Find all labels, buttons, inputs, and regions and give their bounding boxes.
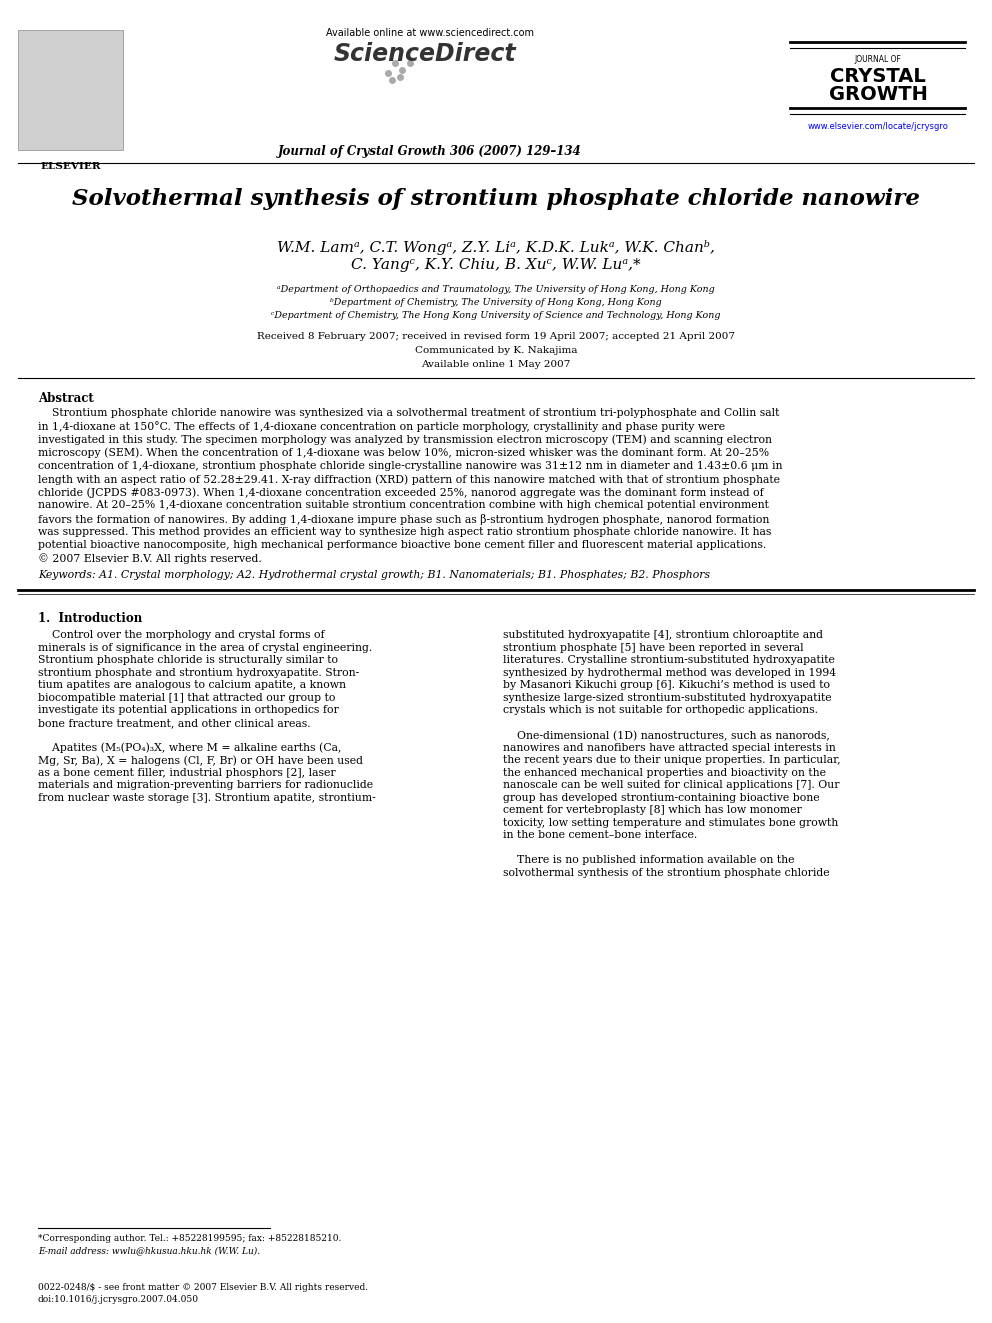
Text: *Corresponding author. Tel.: +85228199595; fax: +85228185210.: *Corresponding author. Tel.: +8522819959… [38,1234,341,1244]
Text: the recent years due to their unique properties. In particular,: the recent years due to their unique pro… [503,755,840,766]
Text: tium apatites are analogous to calcium apatite, a known: tium apatites are analogous to calcium a… [38,680,346,691]
Text: synthesized by hydrothermal method was developed in 1994: synthesized by hydrothermal method was d… [503,668,836,677]
Text: potential bioactive nanocomposite, high mechanical performance bioactive bone ce: potential bioactive nanocomposite, high … [38,540,766,550]
Text: nanoscale can be well suited for clinical applications [7]. Our: nanoscale can be well suited for clinica… [503,781,839,790]
Text: Available online at www.sciencedirect.com: Available online at www.sciencedirect.co… [326,28,534,38]
Text: minerals is of significance in the area of crystal engineering.: minerals is of significance in the area … [38,643,372,652]
Text: length with an aspect ratio of 52.28±29.41. X-ray diffraction (XRD) pattern of t: length with an aspect ratio of 52.28±29.… [38,474,780,484]
Text: cement for vertebroplasty [8] which has low monomer: cement for vertebroplasty [8] which has … [503,806,802,815]
Text: was suppressed. This method provides an efficient way to synthesize high aspect : was suppressed. This method provides an … [38,527,772,537]
Text: CRYSTAL: CRYSTAL [830,67,926,86]
Text: 0022-0248/$ - see front matter © 2007 Elsevier B.V. All rights reserved.: 0022-0248/$ - see front matter © 2007 El… [38,1283,368,1293]
Text: Strontium phosphate chloride nanowire was synthesized via a solvothermal treatme: Strontium phosphate chloride nanowire wa… [38,407,780,418]
Text: favors the formation of nanowires. By adding 1,4-dioxane impure phase such as β-: favors the formation of nanowires. By ad… [38,513,770,525]
Text: nanowires and nanofibers have attracted special interests in: nanowires and nanofibers have attracted … [503,744,835,753]
Text: Mg, Sr, Ba), X = halogens (Cl, F, Br) or OH have been used: Mg, Sr, Ba), X = halogens (Cl, F, Br) or… [38,755,363,766]
Text: synthesize large-sized strontium-substituted hydroxyapatite: synthesize large-sized strontium-substit… [503,693,831,703]
Text: Received 8 February 2007; received in revised form 19 April 2007; accepted 21 Ap: Received 8 February 2007; received in re… [257,332,735,341]
Text: crystals which is not suitable for orthopedic applications.: crystals which is not suitable for ortho… [503,705,818,716]
Text: There is no published information available on the: There is no published information availa… [503,856,795,865]
Text: ᶜDepartment of Chemistry, The Hong Kong University of Science and Technology, Ho: ᶜDepartment of Chemistry, The Hong Kong … [271,311,721,320]
Text: ᵇDepartment of Chemistry, The University of Hong Kong, Hong Kong: ᵇDepartment of Chemistry, The University… [330,298,662,307]
Text: concentration of 1,4-dioxane, strontium phosphate chloride single-crystalline na: concentration of 1,4-dioxane, strontium … [38,460,783,471]
Text: biocompatible material [1] that attracted our group to: biocompatible material [1] that attracte… [38,693,335,703]
Text: from nuclear waste storage [3]. Strontium apatite, strontium-: from nuclear waste storage [3]. Strontiu… [38,792,376,803]
Text: chloride (JCPDS #083-0973). When 1,4-dioxane concentration exceeded 25%, nanorod: chloride (JCPDS #083-0973). When 1,4-dio… [38,487,764,497]
Text: materials and migration-preventing barriers for radionuclide: materials and migration-preventing barri… [38,781,373,790]
Text: microscopy (SEM). When the concentration of 1,4-dioxane was below 10%, micron-si: microscopy (SEM). When the concentration… [38,447,769,458]
Text: as a bone cement filler, industrial phosphors [2], laser: as a bone cement filler, industrial phos… [38,767,335,778]
Text: Apatites (M₅(PO₄)₃X, where M = alkaline earths (Ca,: Apatites (M₅(PO₄)₃X, where M = alkaline … [38,744,341,754]
Text: ELSEVIER: ELSEVIER [41,161,101,171]
Text: GROWTH: GROWTH [828,85,928,105]
Text: group has developed strontium-containing bioactive bone: group has developed strontium-containing… [503,792,819,803]
Text: www.elsevier.com/locate/jcrysgro: www.elsevier.com/locate/jcrysgro [807,122,948,131]
Text: Available online 1 May 2007: Available online 1 May 2007 [422,360,570,369]
Text: JOURNAL OF: JOURNAL OF [854,56,902,64]
Text: investigated in this study. The specimen morphology was analyzed by transmission: investigated in this study. The specimen… [38,434,772,445]
Text: Journal of Crystal Growth 306 (2007) 129–134: Journal of Crystal Growth 306 (2007) 129… [278,146,582,157]
Text: W.M. Lamᵃ, C.T. Wongᵃ, Z.Y. Liᵃ, K.D.K. Lukᵃ, W.K. Chanᵇ,: W.M. Lamᵃ, C.T. Wongᵃ, Z.Y. Liᵃ, K.D.K. … [277,239,715,255]
Text: toxicity, low setting temperature and stimulates bone growth: toxicity, low setting temperature and st… [503,818,838,828]
Text: by Masanori Kikuchi group [6]. Kikuchi’s method is used to: by Masanori Kikuchi group [6]. Kikuchi’s… [503,680,830,691]
Text: One-dimensional (1D) nanostructures, such as nanorods,: One-dimensional (1D) nanostructures, suc… [503,730,830,741]
Text: solvothermal synthesis of the strontium phosphate chloride: solvothermal synthesis of the strontium … [503,868,829,878]
Text: ᵃDepartment of Orthopaedics and Traumatology, The University of Hong Kong, Hong : ᵃDepartment of Orthopaedics and Traumato… [277,284,715,294]
Text: strontium phosphate [5] have been reported in several: strontium phosphate [5] have been report… [503,643,804,652]
Text: bone fracture treatment, and other clinical areas.: bone fracture treatment, and other clini… [38,718,310,728]
Text: in 1,4-dioxane at 150°C. The effects of 1,4-dioxane concentration on particle mo: in 1,4-dioxane at 150°C. The effects of … [38,421,725,433]
Text: the enhanced mechanical properties and bioactivity on the: the enhanced mechanical properties and b… [503,767,826,778]
Text: E-mail address: wwlu@hkusua.hku.hk (W.W. Lu).: E-mail address: wwlu@hkusua.hku.hk (W.W.… [38,1246,260,1256]
Text: substituted hydroxyapatite [4], strontium chloroaptite and: substituted hydroxyapatite [4], strontiu… [503,630,823,640]
Text: ScienceDirect: ScienceDirect [333,42,516,66]
Text: in the bone cement–bone interface.: in the bone cement–bone interface. [503,831,697,840]
Text: literatures. Crystalline strontium-substituted hydroxyapatite: literatures. Crystalline strontium-subst… [503,655,835,665]
Text: C. Yangᶜ, K.Y. Chiu, B. Xuᶜ, W.W. Luᵃ,*: C. Yangᶜ, K.Y. Chiu, B. Xuᶜ, W.W. Luᵃ,* [351,258,641,273]
Text: 1.  Introduction: 1. Introduction [38,613,142,626]
Text: Keywords: A1. Crystal morphology; A2. Hydrothermal crystal growth; B1. Nanomater: Keywords: A1. Crystal morphology; A2. Hy… [38,570,710,581]
Text: Solvothermal synthesis of strontium phosphate chloride nanowire: Solvothermal synthesis of strontium phos… [72,188,920,210]
Text: Communicated by K. Nakajima: Communicated by K. Nakajima [415,347,577,355]
Text: © 2007 Elsevier B.V. All rights reserved.: © 2007 Elsevier B.V. All rights reserved… [38,553,262,564]
Text: Control over the morphology and crystal forms of: Control over the morphology and crystal … [38,630,324,640]
Text: strontium phosphate and strontium hydroxyapatite. Stron-: strontium phosphate and strontium hydrox… [38,668,359,677]
Bar [18,30,123,149]
Text: investigate its potential applications in orthopedics for: investigate its potential applications i… [38,705,338,716]
Text: doi:10.1016/j.jcrysgro.2007.04.050: doi:10.1016/j.jcrysgro.2007.04.050 [38,1295,199,1304]
Text: nanowire. At 20–25% 1,4-dioxane concentration suitable strontium concentration c: nanowire. At 20–25% 1,4-dioxane concentr… [38,500,769,511]
Text: Abstract: Abstract [38,392,94,405]
Text: Strontium phosphate chloride is structurally similar to: Strontium phosphate chloride is structur… [38,655,338,665]
